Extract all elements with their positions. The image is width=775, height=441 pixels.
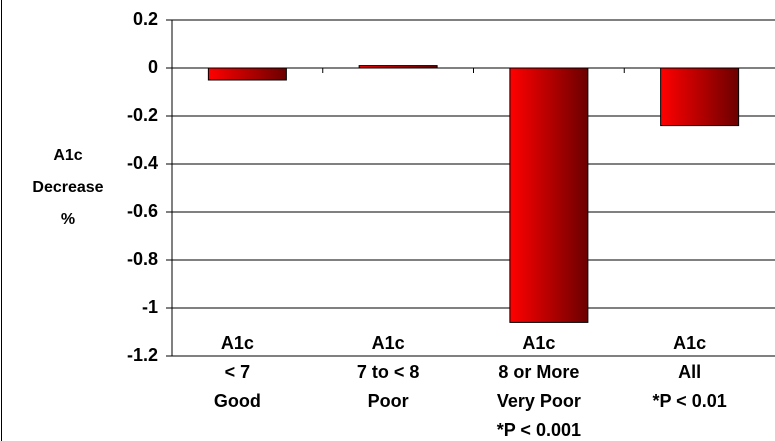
x-tick-label: *P < 0.001: [497, 420, 581, 440]
y-axis-label: A1c: [53, 147, 82, 164]
x-tick-label: 7 to < 8: [357, 362, 420, 382]
bar: [207, 67, 287, 81]
y-tick-label: -0.6: [127, 201, 158, 221]
y-axis-label: Decrease: [32, 179, 103, 196]
x-tick-label: < 7: [225, 362, 251, 382]
y-tick-label: 0: [148, 57, 158, 77]
x-tick-label: A1c: [221, 333, 254, 353]
x-tick-label: *P < 0.01: [653, 391, 727, 411]
x-tick-label: Good: [214, 391, 261, 411]
y-tick-label: -1: [142, 297, 158, 317]
x-tick-label: All: [678, 362, 701, 382]
y-tick-label: -0.8: [127, 249, 158, 269]
bar: [509, 67, 589, 323]
bar: [358, 65, 438, 69]
x-tick-label: Very Poor: [497, 391, 581, 411]
bar: [660, 67, 740, 127]
x-tick-label: 8 or More: [498, 362, 579, 382]
y-tick-label: 0.2: [133, 9, 158, 29]
y-tick-label: -0.4: [127, 153, 158, 173]
x-tick-label: A1c: [673, 333, 706, 353]
y-tick-label: -0.2: [127, 105, 158, 125]
y-axis-label: %: [61, 211, 75, 228]
x-tick-label: Poor: [368, 391, 409, 411]
y-tick-label: -1.2: [127, 345, 158, 365]
x-tick-label: A1c: [522, 333, 555, 353]
x-tick-label: A1c: [372, 333, 405, 353]
